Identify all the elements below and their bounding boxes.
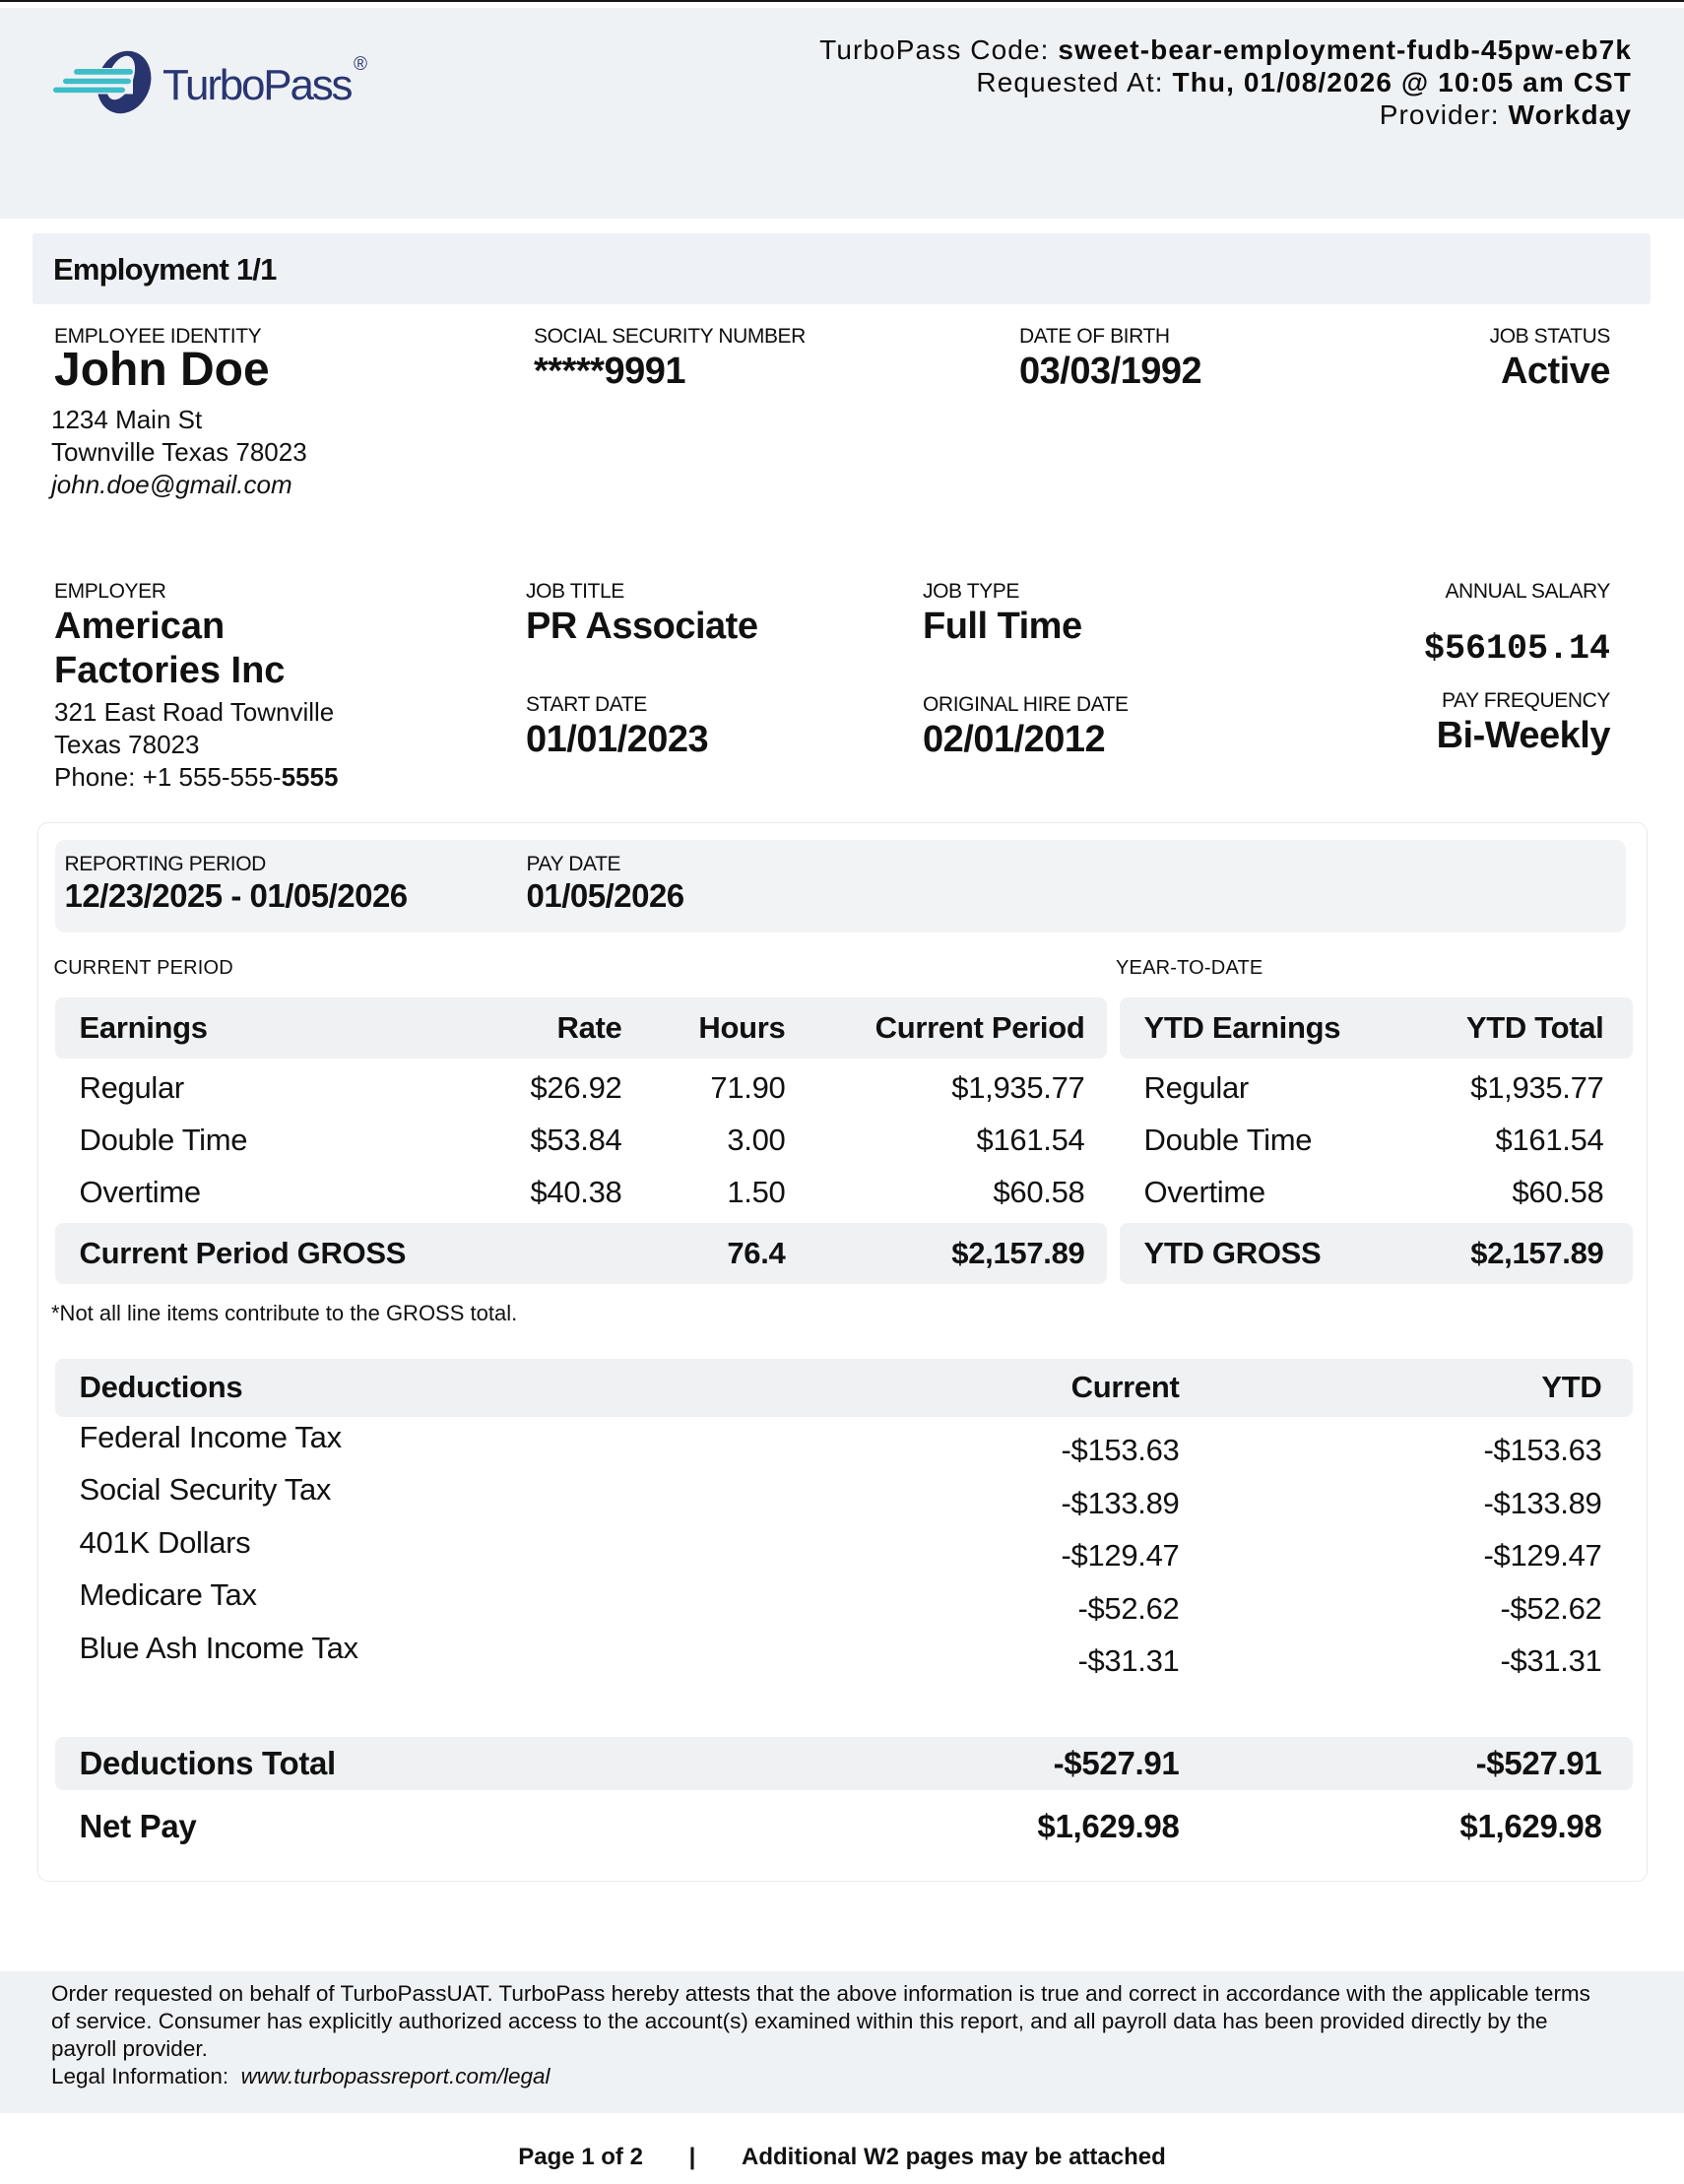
svg-text:®: ® [354, 54, 367, 75]
svg-text:TurboPass: TurboPass [162, 61, 353, 109]
